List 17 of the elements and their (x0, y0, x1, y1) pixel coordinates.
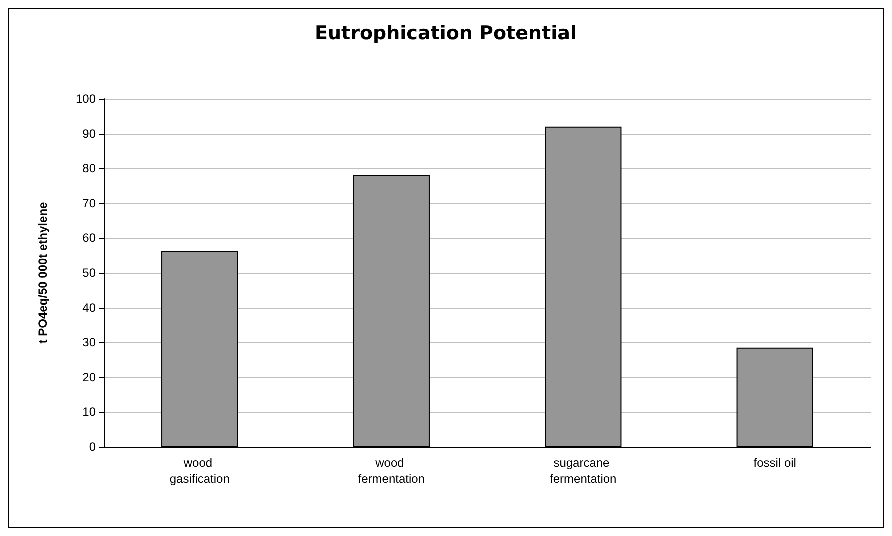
x-tick-label: wood gasification (170, 456, 230, 486)
y-tick-label: 0 (89, 440, 96, 454)
y-tick-label: 100 (76, 92, 96, 106)
y-tick-label: 70 (82, 196, 96, 210)
chart-title: Eutrophication Potential (315, 22, 577, 44)
x-tick-label: wood fermentation (358, 456, 425, 486)
y-tick-label: 50 (82, 266, 96, 280)
y-tick-label: 40 (82, 300, 96, 315)
y-tick-label: 30 (82, 336, 96, 350)
y-axis-title: t PO4eq/50 000t ethylene (36, 202, 50, 344)
y-tick-label: 10 (82, 405, 96, 420)
y-tick-label: 20 (82, 370, 96, 384)
y-tick-label: 80 (82, 162, 96, 176)
y-tick-label: 90 (82, 126, 96, 141)
y-tick-label: 60 (82, 231, 96, 246)
x-tick-label: sugarcane fermentation (550, 456, 617, 486)
x-tick-label: fossil oil (754, 456, 796, 470)
